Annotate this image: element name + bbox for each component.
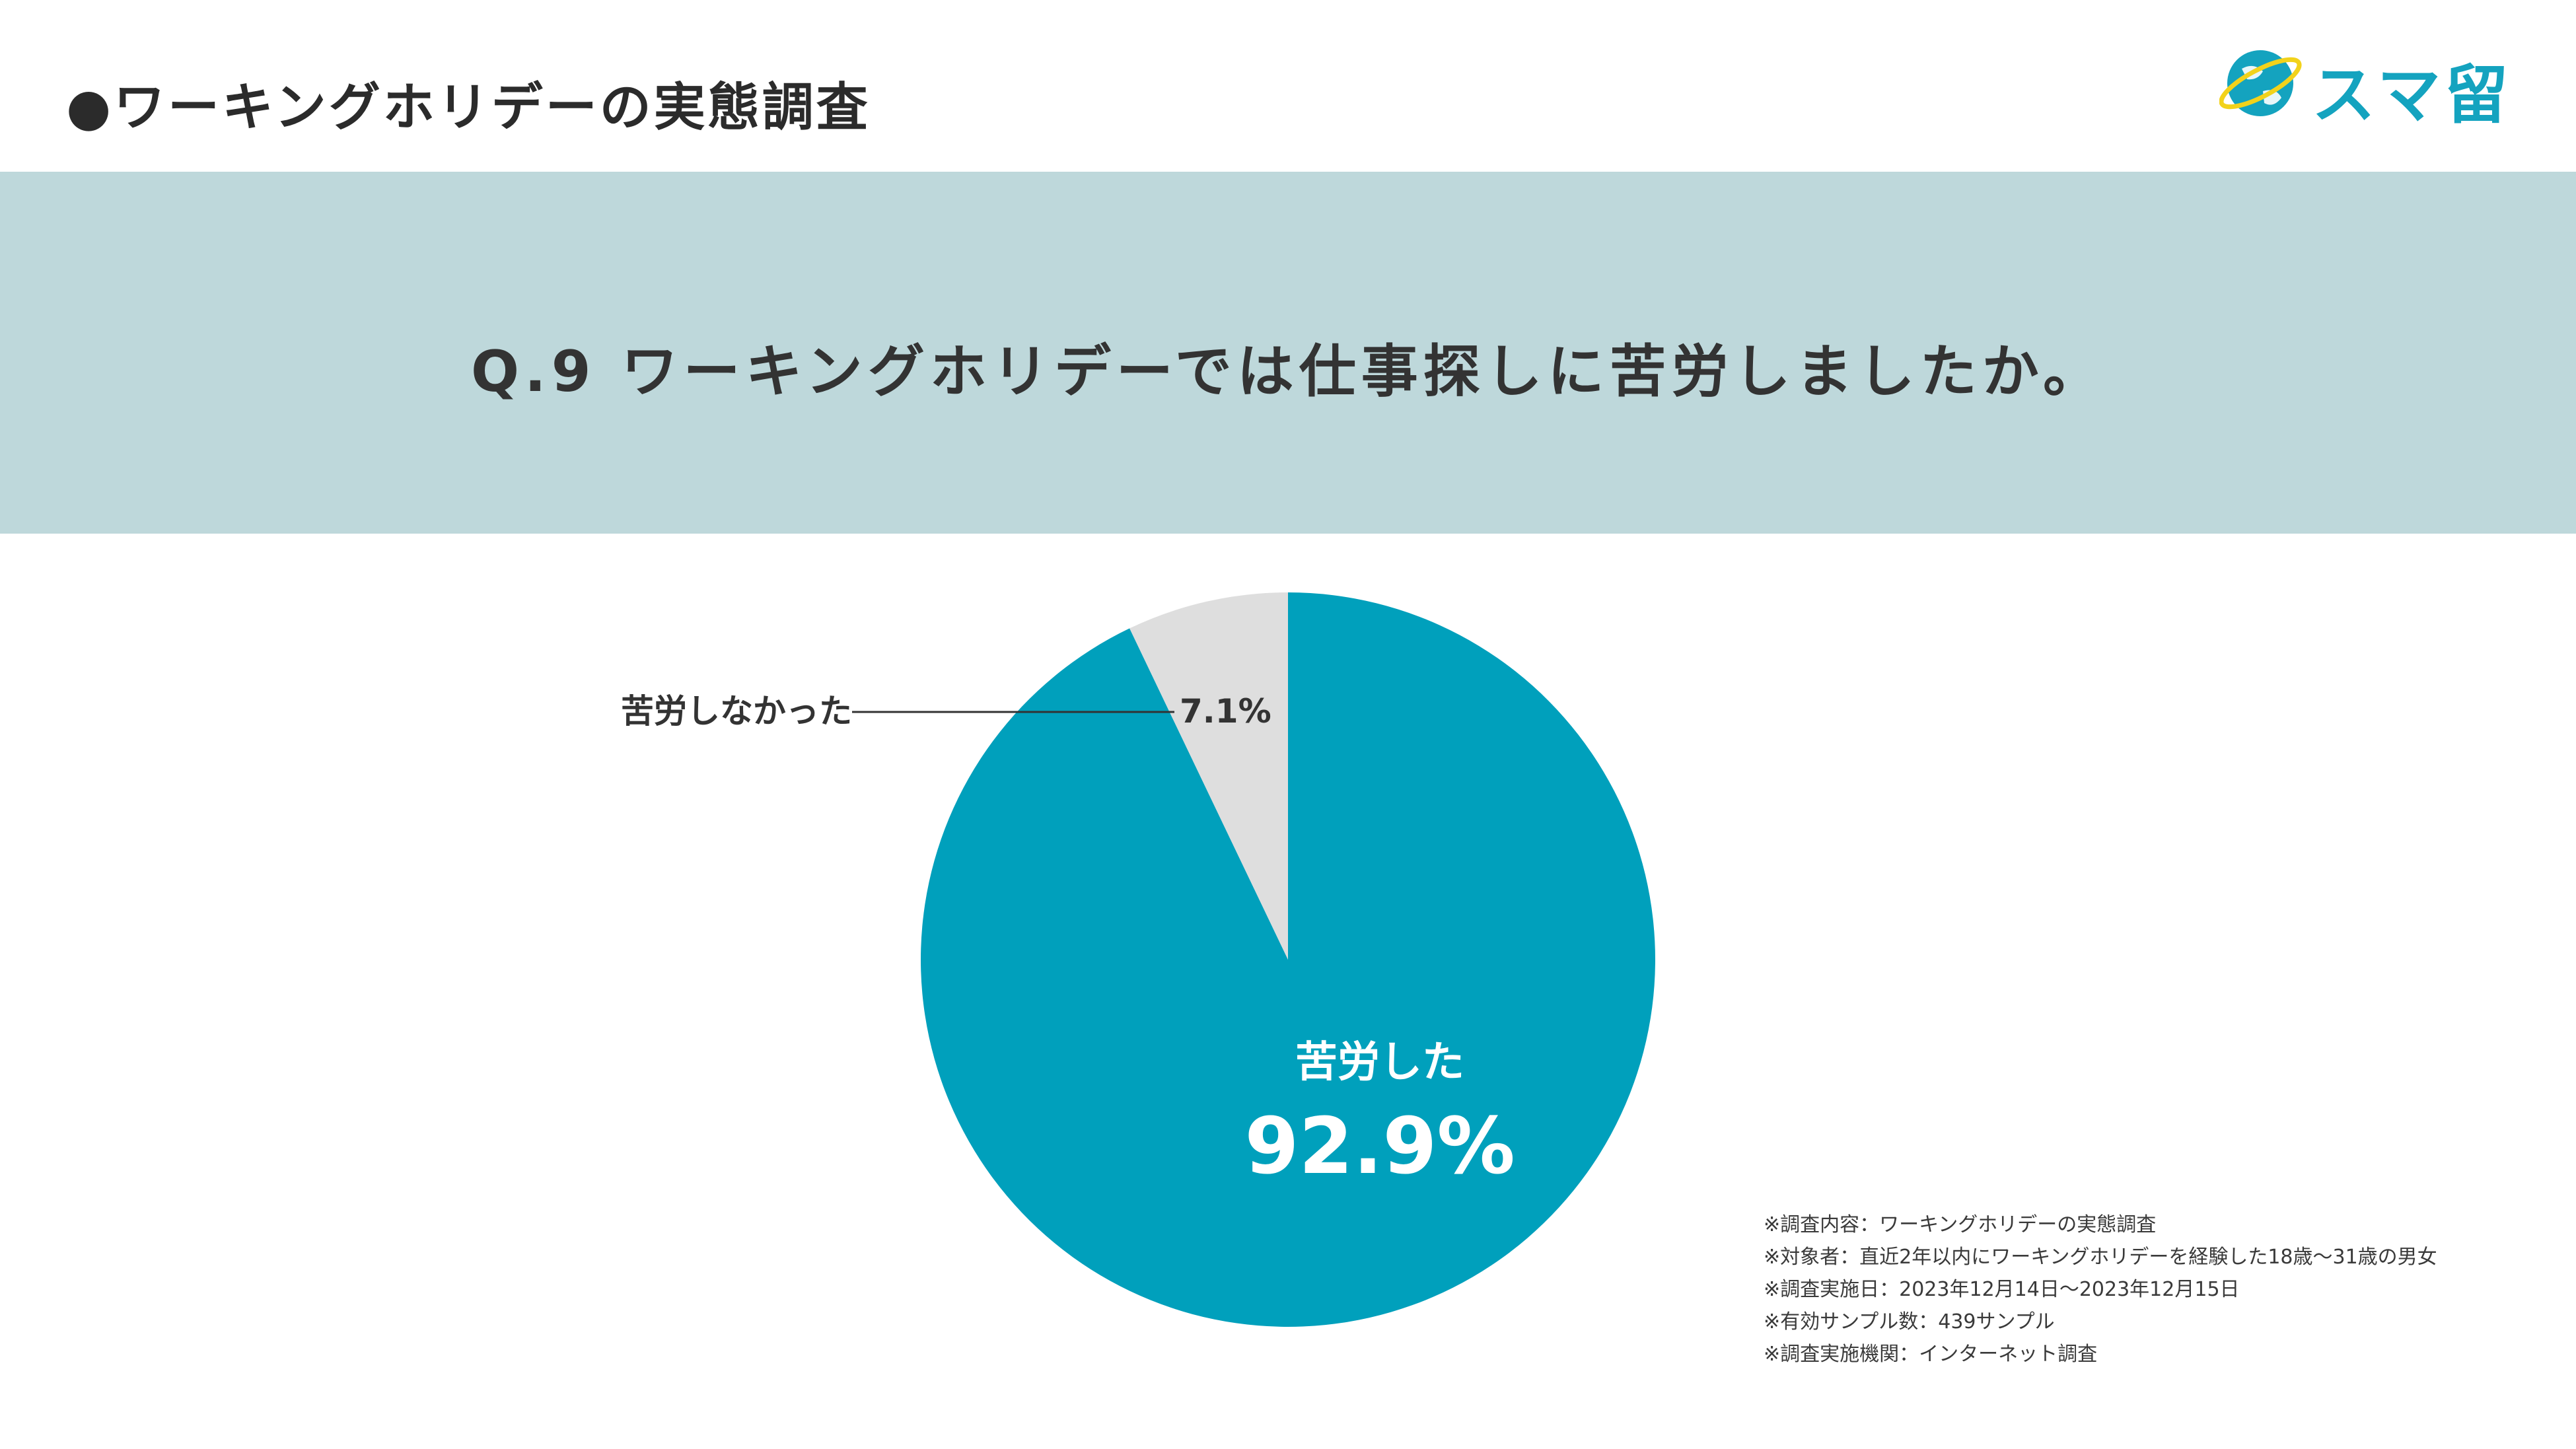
note-target: ※対象者：直近2年以内にワーキングホリデーを経験した18歳〜31歳の男女 xyxy=(1764,1246,2437,1269)
page-header: ●ワーキングホリデーの実態調査 スマ留 xyxy=(0,0,2576,172)
note-method: ※調査実施機関：インターネット調査 xyxy=(1764,1343,2098,1366)
value-struggled: 92.9% xyxy=(1244,1100,1515,1191)
survey-notes: ※調査内容：ワーキングホリデーの実態調査 ※対象者：直近2年以内にワーキングホリ… xyxy=(1764,1209,2556,1370)
logo-text: スマ留 xyxy=(2312,58,2513,132)
question-band: Q.9 ワーキングホリデーでは仕事探しに苦労しましたか。 xyxy=(0,172,2576,534)
label-struggled: 苦労した xyxy=(1295,1038,1464,1087)
pie-chart-svg: 苦労しなかった 7.1% 苦労した 92.9% xyxy=(621,592,1655,1327)
page-title: ●ワーキングホリデーの実態調査 xyxy=(66,78,871,137)
globe-icon xyxy=(2219,50,2302,116)
note-sample-size: ※有効サンプル数：439サンプル xyxy=(1764,1310,2055,1333)
question-text: Q.9 ワーキングホリデーでは仕事探しに苦労しましたか。 xyxy=(470,339,2106,405)
note-survey-content: ※調査内容：ワーキングホリデーの実態調査 xyxy=(1764,1213,2157,1236)
pie-chart: 苦労しなかった 7.1% 苦労した 92.9% xyxy=(0,534,2576,1449)
brand-logo: スマ留 xyxy=(2219,34,2530,132)
value-did-not-struggle: 7.1% xyxy=(1180,692,1271,730)
label-did-not-struggle: 苦労しなかった xyxy=(621,692,852,730)
note-date: ※調査実施日：2023年12月14日〜2023年12月15日 xyxy=(1764,1278,2240,1301)
pie-slice-did-not-struggle xyxy=(1129,592,1288,960)
